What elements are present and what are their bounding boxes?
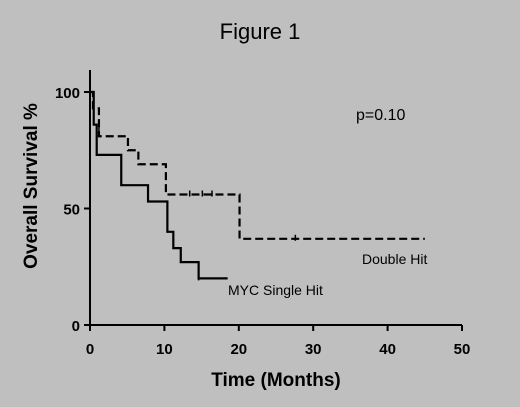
- x-tick-label-1: 10: [156, 341, 173, 358]
- x-axis-label: Time (Months): [211, 370, 340, 391]
- chart-title: Figure 1: [220, 19, 301, 44]
- survival-curves: [90, 90, 425, 281]
- y-tick-label-2: 100: [55, 85, 80, 102]
- y-tick-label-1: 50: [63, 202, 80, 219]
- axes: 0 10 20 30 40 50 0 50 100: [55, 70, 470, 358]
- p-value-annotation: p=0.10: [356, 107, 405, 124]
- series-line-0: [90, 90, 228, 280]
- x-tick-label-2: 20: [230, 341, 247, 358]
- y-axis-label: Overall Survival %: [21, 103, 42, 269]
- x-tick-label-3: 30: [305, 341, 322, 358]
- series-label-myc-single-hit: MYC Single Hit: [228, 282, 323, 298]
- x-tick-label-0: 0: [86, 341, 94, 358]
- x-tick-label-5: 50: [454, 341, 471, 358]
- series-line-1: [90, 90, 425, 240]
- x-tick-label-4: 40: [379, 341, 396, 358]
- y-tick-label-0: 0: [72, 318, 80, 335]
- series-label-double-hit: Double Hit: [362, 251, 427, 267]
